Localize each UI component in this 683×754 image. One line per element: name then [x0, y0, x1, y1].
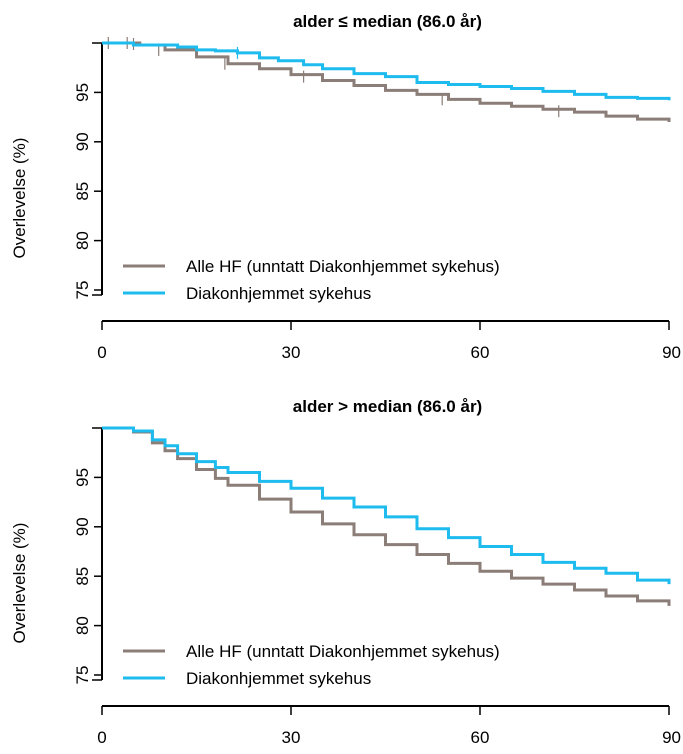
- y-tick-label: 80: [73, 616, 92, 635]
- y-tick-label: 75: [73, 281, 92, 300]
- y-tick-label: 75: [73, 666, 92, 685]
- y-tick-label: 90: [73, 517, 92, 536]
- legend-label-2: Diakonhjemmet sykehus: [186, 669, 371, 688]
- chart-title: alder ≤ median (86.0 år): [293, 12, 482, 31]
- chart-panel-1: alder ≤ median (86.0 år) Overlevelse (%) 7…: [10, 12, 681, 362]
- chart-panel-2: alder > median (86.0 år) Overlevelse (%) 7…: [10, 397, 681, 747]
- y-tick-label: 85: [73, 182, 92, 201]
- x-tick-label: 30: [282, 728, 301, 747]
- series-line-2: [102, 41, 671, 101]
- y-axis-label: Overlevelse (%): [10, 523, 29, 644]
- y-axis-label: Overlevelse (%): [10, 138, 29, 259]
- series-line-1: [102, 426, 671, 606]
- x-tick-label: 30: [282, 343, 301, 362]
- y-tick-label: 85: [73, 567, 92, 586]
- chart-title: alder > median (86.0 år): [293, 397, 482, 416]
- x-tick-label: 0: [97, 343, 106, 362]
- legend-label-1: Alle HF (unntatt Diakonhjemmet sykehus): [186, 257, 500, 276]
- legend-label-1: Alle HF (unntatt Diakonhjemmet sykehus): [186, 642, 500, 661]
- y-tick-label: 95: [73, 468, 92, 487]
- legend-label-2: Diakonhjemmet sykehus: [186, 284, 371, 303]
- y-tick-label: 80: [73, 231, 92, 250]
- series-line-1: [102, 41, 671, 123]
- x-tick-label: 60: [471, 728, 490, 747]
- x-tick-label: 60: [471, 343, 490, 362]
- y-tick-label: 90: [73, 132, 92, 151]
- x-tick-label: 90: [662, 728, 681, 747]
- x-tick-label: 0: [97, 728, 106, 747]
- y-tick-label: 95: [73, 83, 92, 102]
- x-tick-label: 90: [662, 343, 681, 362]
- series-line-2: [102, 426, 671, 585]
